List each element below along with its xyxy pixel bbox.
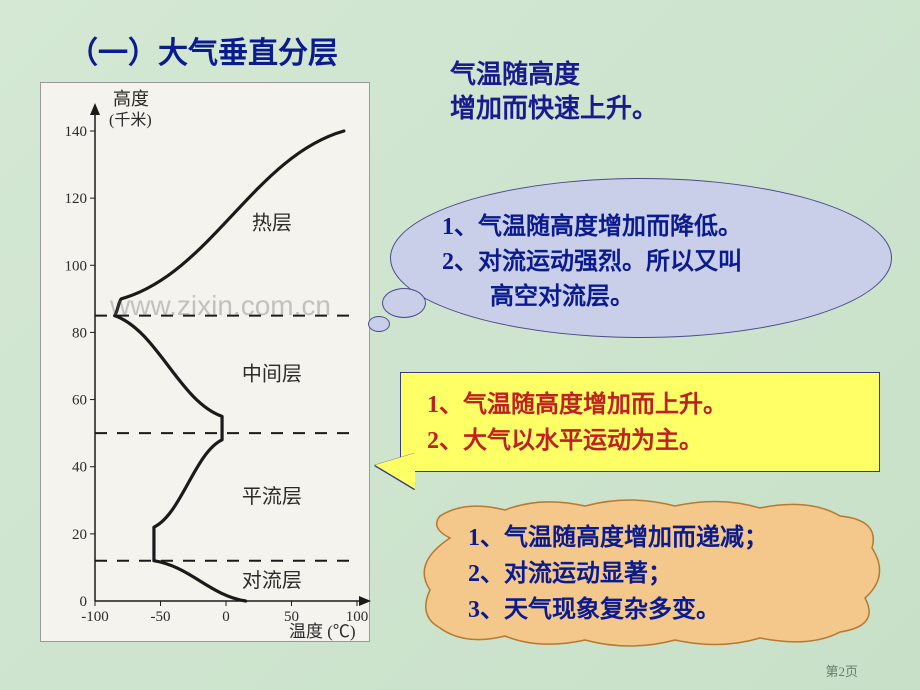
svg-text:对流层: 对流层 bbox=[242, 569, 302, 592]
svg-text:120: 120 bbox=[65, 191, 88, 207]
callout-tail bbox=[368, 316, 390, 332]
svg-text:-100: -100 bbox=[81, 609, 109, 625]
svg-text:100: 100 bbox=[65, 258, 88, 274]
section-title: （一）大气垂直分层 bbox=[68, 28, 338, 72]
stratosphere-callout: 1、气温随高度增加而上升。 2、大气以水平运动为主。 bbox=[400, 372, 880, 472]
svg-text:(千米): (千米) bbox=[109, 111, 152, 129]
text-line: 2、对流运动强烈。所以又叫 bbox=[442, 249, 742, 275]
svg-text:0: 0 bbox=[222, 609, 230, 625]
callout-text: 1、气温随高度增加而递减； 2、对流运动显著； 3、天气现象复杂多变。 bbox=[468, 520, 768, 628]
note-line: 气温随高度 bbox=[450, 60, 580, 89]
svg-text:140: 140 bbox=[65, 124, 88, 140]
svg-text:中间层: 中间层 bbox=[242, 362, 302, 385]
callout-tail bbox=[375, 453, 415, 489]
thermosphere-note: 气温随高度 增加而快速上升。 bbox=[450, 58, 658, 126]
callout-text: 1、气温随高度增加而上升。 2、大气以水平运动为主。 bbox=[427, 387, 727, 459]
mesosphere-callout: 1、气温随高度增加而降低。 2、对流运动强烈。所以又叫 高空对流层。 bbox=[390, 178, 892, 338]
svg-text:20: 20 bbox=[72, 527, 87, 543]
text-line: 2、大气以水平运动为主。 bbox=[427, 428, 703, 454]
troposphere-callout: 1、气温随高度增加而递减； 2、对流运动显著； 3、天气现象复杂多变。 bbox=[410, 498, 890, 648]
svg-text:高度: 高度 bbox=[113, 89, 149, 109]
text-line: 1、气温随高度增加而降低。 bbox=[442, 214, 742, 240]
text-line: 1、气温随高度增加而递减； bbox=[468, 525, 768, 551]
svg-text:0: 0 bbox=[80, 594, 88, 610]
page-number: 第2页 bbox=[825, 661, 858, 680]
text-line: 2、对流运动显著； bbox=[468, 561, 672, 587]
text-line: 3、天气现象复杂多变。 bbox=[468, 597, 720, 623]
text-line: 1、气温随高度增加而上升。 bbox=[427, 392, 727, 418]
svg-text:平流层: 平流层 bbox=[242, 485, 302, 508]
svg-text:80: 80 bbox=[72, 325, 87, 341]
svg-text:60: 60 bbox=[72, 393, 87, 409]
svg-text:-50: -50 bbox=[151, 609, 171, 625]
note-line: 增加而快速上升。 bbox=[450, 94, 658, 123]
callout-tail bbox=[382, 288, 426, 318]
svg-text:40: 40 bbox=[72, 460, 87, 476]
atmosphere-chart: 020406080100120140-100-50050100高度(千米)温度 … bbox=[40, 82, 370, 642]
text-line: 高空对流层。 bbox=[442, 284, 634, 310]
svg-text:热层: 热层 bbox=[252, 211, 292, 234]
svg-text:温度 (℃): 温度 (℃) bbox=[289, 622, 356, 641]
callout-text: 1、气温随高度增加而降低。 2、对流运动强烈。所以又叫 高空对流层。 bbox=[442, 210, 742, 314]
